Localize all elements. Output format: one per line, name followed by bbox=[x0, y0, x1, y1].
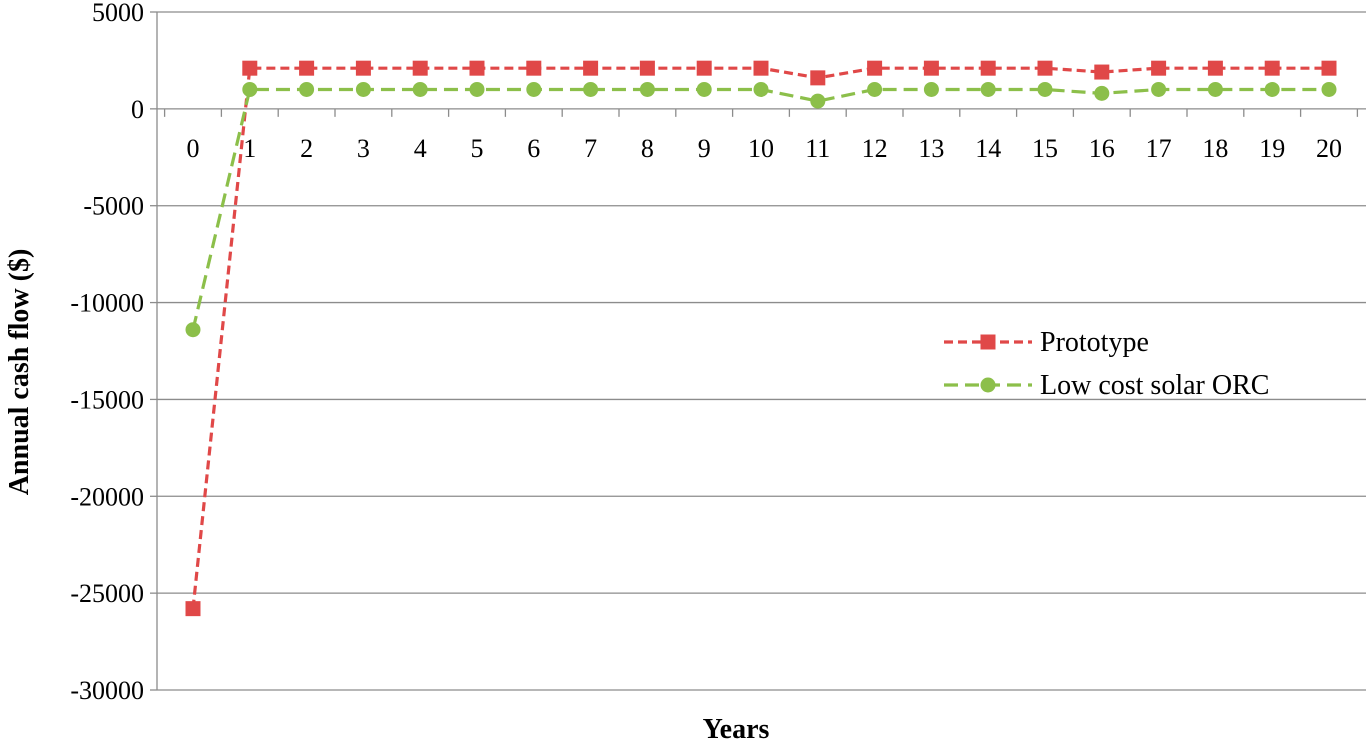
data-point-circle bbox=[526, 81, 542, 97]
data-point-circle bbox=[412, 81, 428, 97]
legend-item: Prototype bbox=[944, 327, 1149, 358]
data-point-square bbox=[1094, 64, 1110, 80]
x-tick-label: 16 bbox=[1089, 134, 1115, 163]
data-point-square bbox=[412, 60, 428, 76]
data-point-square bbox=[526, 60, 542, 76]
data-point-square bbox=[1037, 60, 1053, 76]
data-point-circle bbox=[583, 81, 599, 97]
legend-item: Low cost solar ORC bbox=[944, 370, 1269, 401]
data-point-circle bbox=[299, 81, 315, 97]
x-tick-labels: 0 1 2 3 4 5 6 7 8 9 10 11 12 13 14 15 16 17 18 19 20 bbox=[187, 134, 1343, 163]
data-point-circle bbox=[1151, 81, 1167, 97]
x-tick-label: 12 bbox=[862, 134, 888, 163]
x-tick-label: 18 bbox=[1202, 134, 1228, 163]
data-point-square bbox=[1321, 60, 1337, 76]
x-tick-label: 1 bbox=[243, 134, 256, 163]
x-tick-label: 11 bbox=[805, 134, 830, 163]
data-point-square bbox=[867, 60, 883, 76]
data-point-circle bbox=[753, 81, 769, 97]
data-point-square bbox=[1151, 60, 1167, 76]
x-tick-label: 19 bbox=[1259, 134, 1285, 163]
y-tick-label: -5000 bbox=[83, 192, 144, 221]
data-point-square bbox=[583, 60, 599, 76]
data-point-circle bbox=[980, 377, 996, 393]
series-group bbox=[185, 81, 1337, 338]
data-point-square bbox=[923, 60, 939, 76]
x-tick-label: 9 bbox=[698, 134, 711, 163]
y-tick-label: -15000 bbox=[70, 385, 144, 414]
data-point-circle bbox=[1094, 85, 1110, 101]
data-point-circle bbox=[867, 81, 883, 97]
legend-label: Prototype bbox=[1040, 327, 1149, 358]
data-point-circle bbox=[355, 81, 371, 97]
x-tick-label: 20 bbox=[1316, 134, 1342, 163]
axes bbox=[150, 11, 1359, 691]
data-point-circle bbox=[696, 81, 712, 97]
data-point-square bbox=[639, 60, 655, 76]
data-point-square bbox=[355, 60, 371, 76]
x-tick-label: 14 bbox=[975, 134, 1001, 163]
y-tick-label: 0 bbox=[131, 95, 144, 124]
y-axis-title: Annual cash flow ($) bbox=[4, 249, 35, 496]
data-point-square bbox=[185, 601, 201, 617]
x-tick-label: 4 bbox=[414, 134, 427, 163]
data-point-circle bbox=[980, 81, 996, 97]
x-tick-label: 8 bbox=[641, 134, 654, 163]
y-tick-labels: 5000 0 -5000 -10000 -15000 -20000 -25000 -30000 bbox=[70, 0, 144, 705]
series bbox=[185, 60, 1337, 617]
data-point-square bbox=[299, 60, 315, 76]
x-tick-label: 3 bbox=[357, 134, 370, 163]
x-tick-label: 17 bbox=[1146, 134, 1172, 163]
data-point-circle bbox=[1207, 81, 1223, 97]
x-tick-label: 10 bbox=[748, 134, 774, 163]
data-point-circle bbox=[810, 93, 826, 109]
data-point-circle bbox=[1264, 81, 1280, 97]
x-tick-label: 2 bbox=[300, 134, 313, 163]
data-point-circle bbox=[242, 81, 258, 97]
data-point-square bbox=[1207, 60, 1223, 76]
data-point-circle bbox=[469, 81, 485, 97]
data-point-square bbox=[696, 60, 712, 76]
data-point-square bbox=[242, 60, 258, 76]
data-point-circle bbox=[1037, 81, 1053, 97]
x-tick-label: 13 bbox=[918, 134, 944, 163]
x-tick-label: 6 bbox=[527, 134, 540, 163]
y-tick-label: -10000 bbox=[70, 289, 144, 318]
x-tick-label: 7 bbox=[584, 134, 597, 163]
data-point-circle bbox=[923, 81, 939, 97]
series-group bbox=[185, 60, 1337, 617]
x-axis-title: Years bbox=[703, 714, 770, 741]
x-tick-label: 5 bbox=[471, 134, 484, 163]
series-line bbox=[191, 87, 1329, 331]
y-tick-label: 5000 bbox=[92, 0, 144, 27]
data-point-square bbox=[980, 334, 996, 350]
legend-label: Low cost solar ORC bbox=[1040, 370, 1269, 401]
data-point-square bbox=[980, 60, 996, 76]
data-point-square bbox=[810, 70, 826, 86]
data-point-square bbox=[1264, 60, 1280, 76]
data-point-square bbox=[753, 60, 769, 76]
y-tick-label: -30000 bbox=[70, 676, 144, 705]
x-tick-label: 15 bbox=[1032, 134, 1058, 163]
data-point-circle bbox=[639, 81, 655, 97]
data-point-circle bbox=[1321, 81, 1337, 97]
legend: Prototype Low cost solar ORC bbox=[944, 327, 1269, 401]
x-tick-label: 0 bbox=[187, 134, 200, 163]
gridlines bbox=[157, 11, 1366, 691]
data-point-square bbox=[469, 60, 485, 76]
y-tick-label: -20000 bbox=[70, 482, 144, 511]
data-point-circle bbox=[185, 322, 201, 338]
y-tick-label: -25000 bbox=[70, 579, 144, 608]
